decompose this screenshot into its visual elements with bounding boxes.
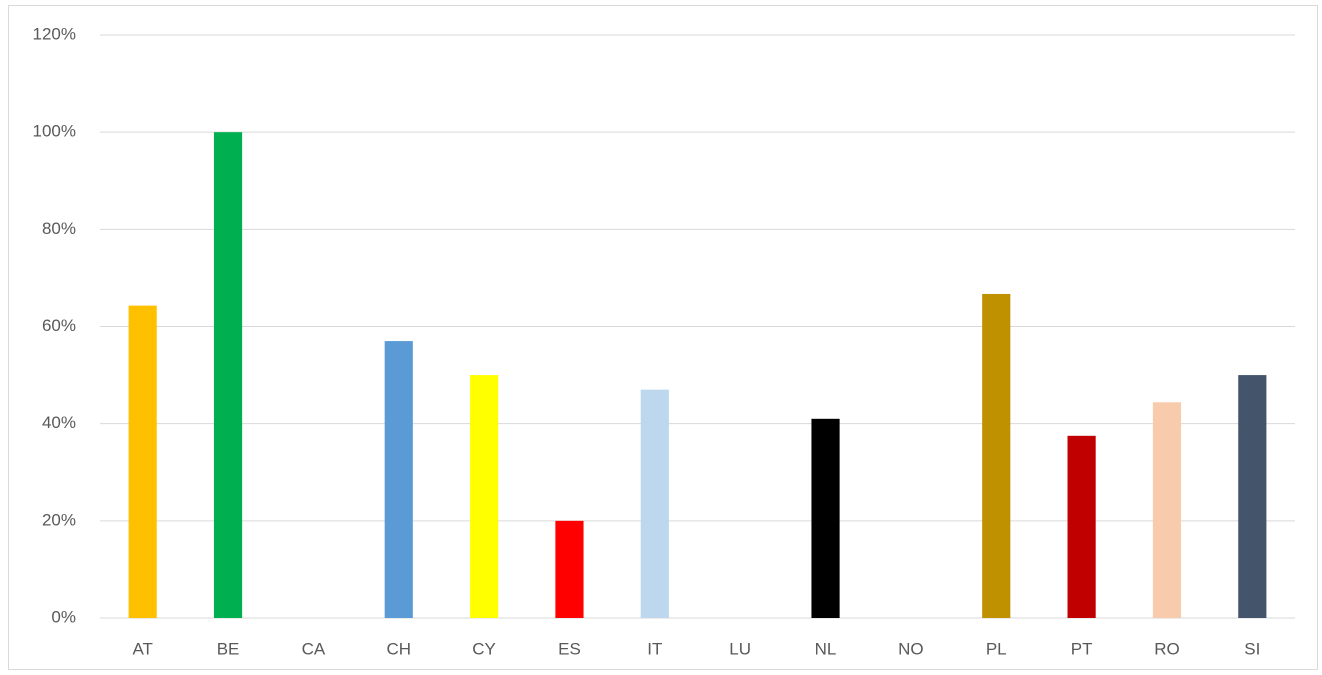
bar xyxy=(982,293,1011,618)
bar xyxy=(213,132,243,618)
bar xyxy=(1067,435,1096,618)
x-tick-label: CH xyxy=(386,639,411,658)
bar xyxy=(640,389,669,618)
x-tick-label: ES xyxy=(558,639,581,658)
bar xyxy=(128,305,157,618)
y-tick-label: 40% xyxy=(42,413,76,432)
y-tick-label: 100% xyxy=(33,122,76,141)
x-tick-label: SI xyxy=(1244,639,1260,658)
bar xyxy=(470,375,499,618)
x-tick-label: CY xyxy=(472,639,496,658)
x-tick-label: PT xyxy=(1071,639,1093,658)
y-tick-label: 60% xyxy=(42,316,76,335)
x-tick-label: LU xyxy=(729,639,751,658)
y-tick-label: 80% xyxy=(42,219,76,238)
y-tick-label: 20% xyxy=(42,510,76,529)
bar xyxy=(1238,375,1267,618)
bar xyxy=(555,520,584,618)
x-tick-label: IT xyxy=(647,639,662,658)
bar xyxy=(1152,402,1182,618)
bar xyxy=(811,418,840,618)
x-tick-label: AT xyxy=(132,639,152,658)
x-tick-label: NO xyxy=(898,639,924,658)
x-tick-label: NL xyxy=(815,639,837,658)
x-tick-label: CA xyxy=(302,639,326,658)
x-tick-label: RO xyxy=(1154,639,1180,658)
x-tick-label: BE xyxy=(217,639,240,658)
y-tick-label: 0% xyxy=(51,607,76,626)
bar xyxy=(384,341,413,618)
x-tick-label: PL xyxy=(986,639,1007,658)
y-tick-label: 120% xyxy=(33,24,76,43)
